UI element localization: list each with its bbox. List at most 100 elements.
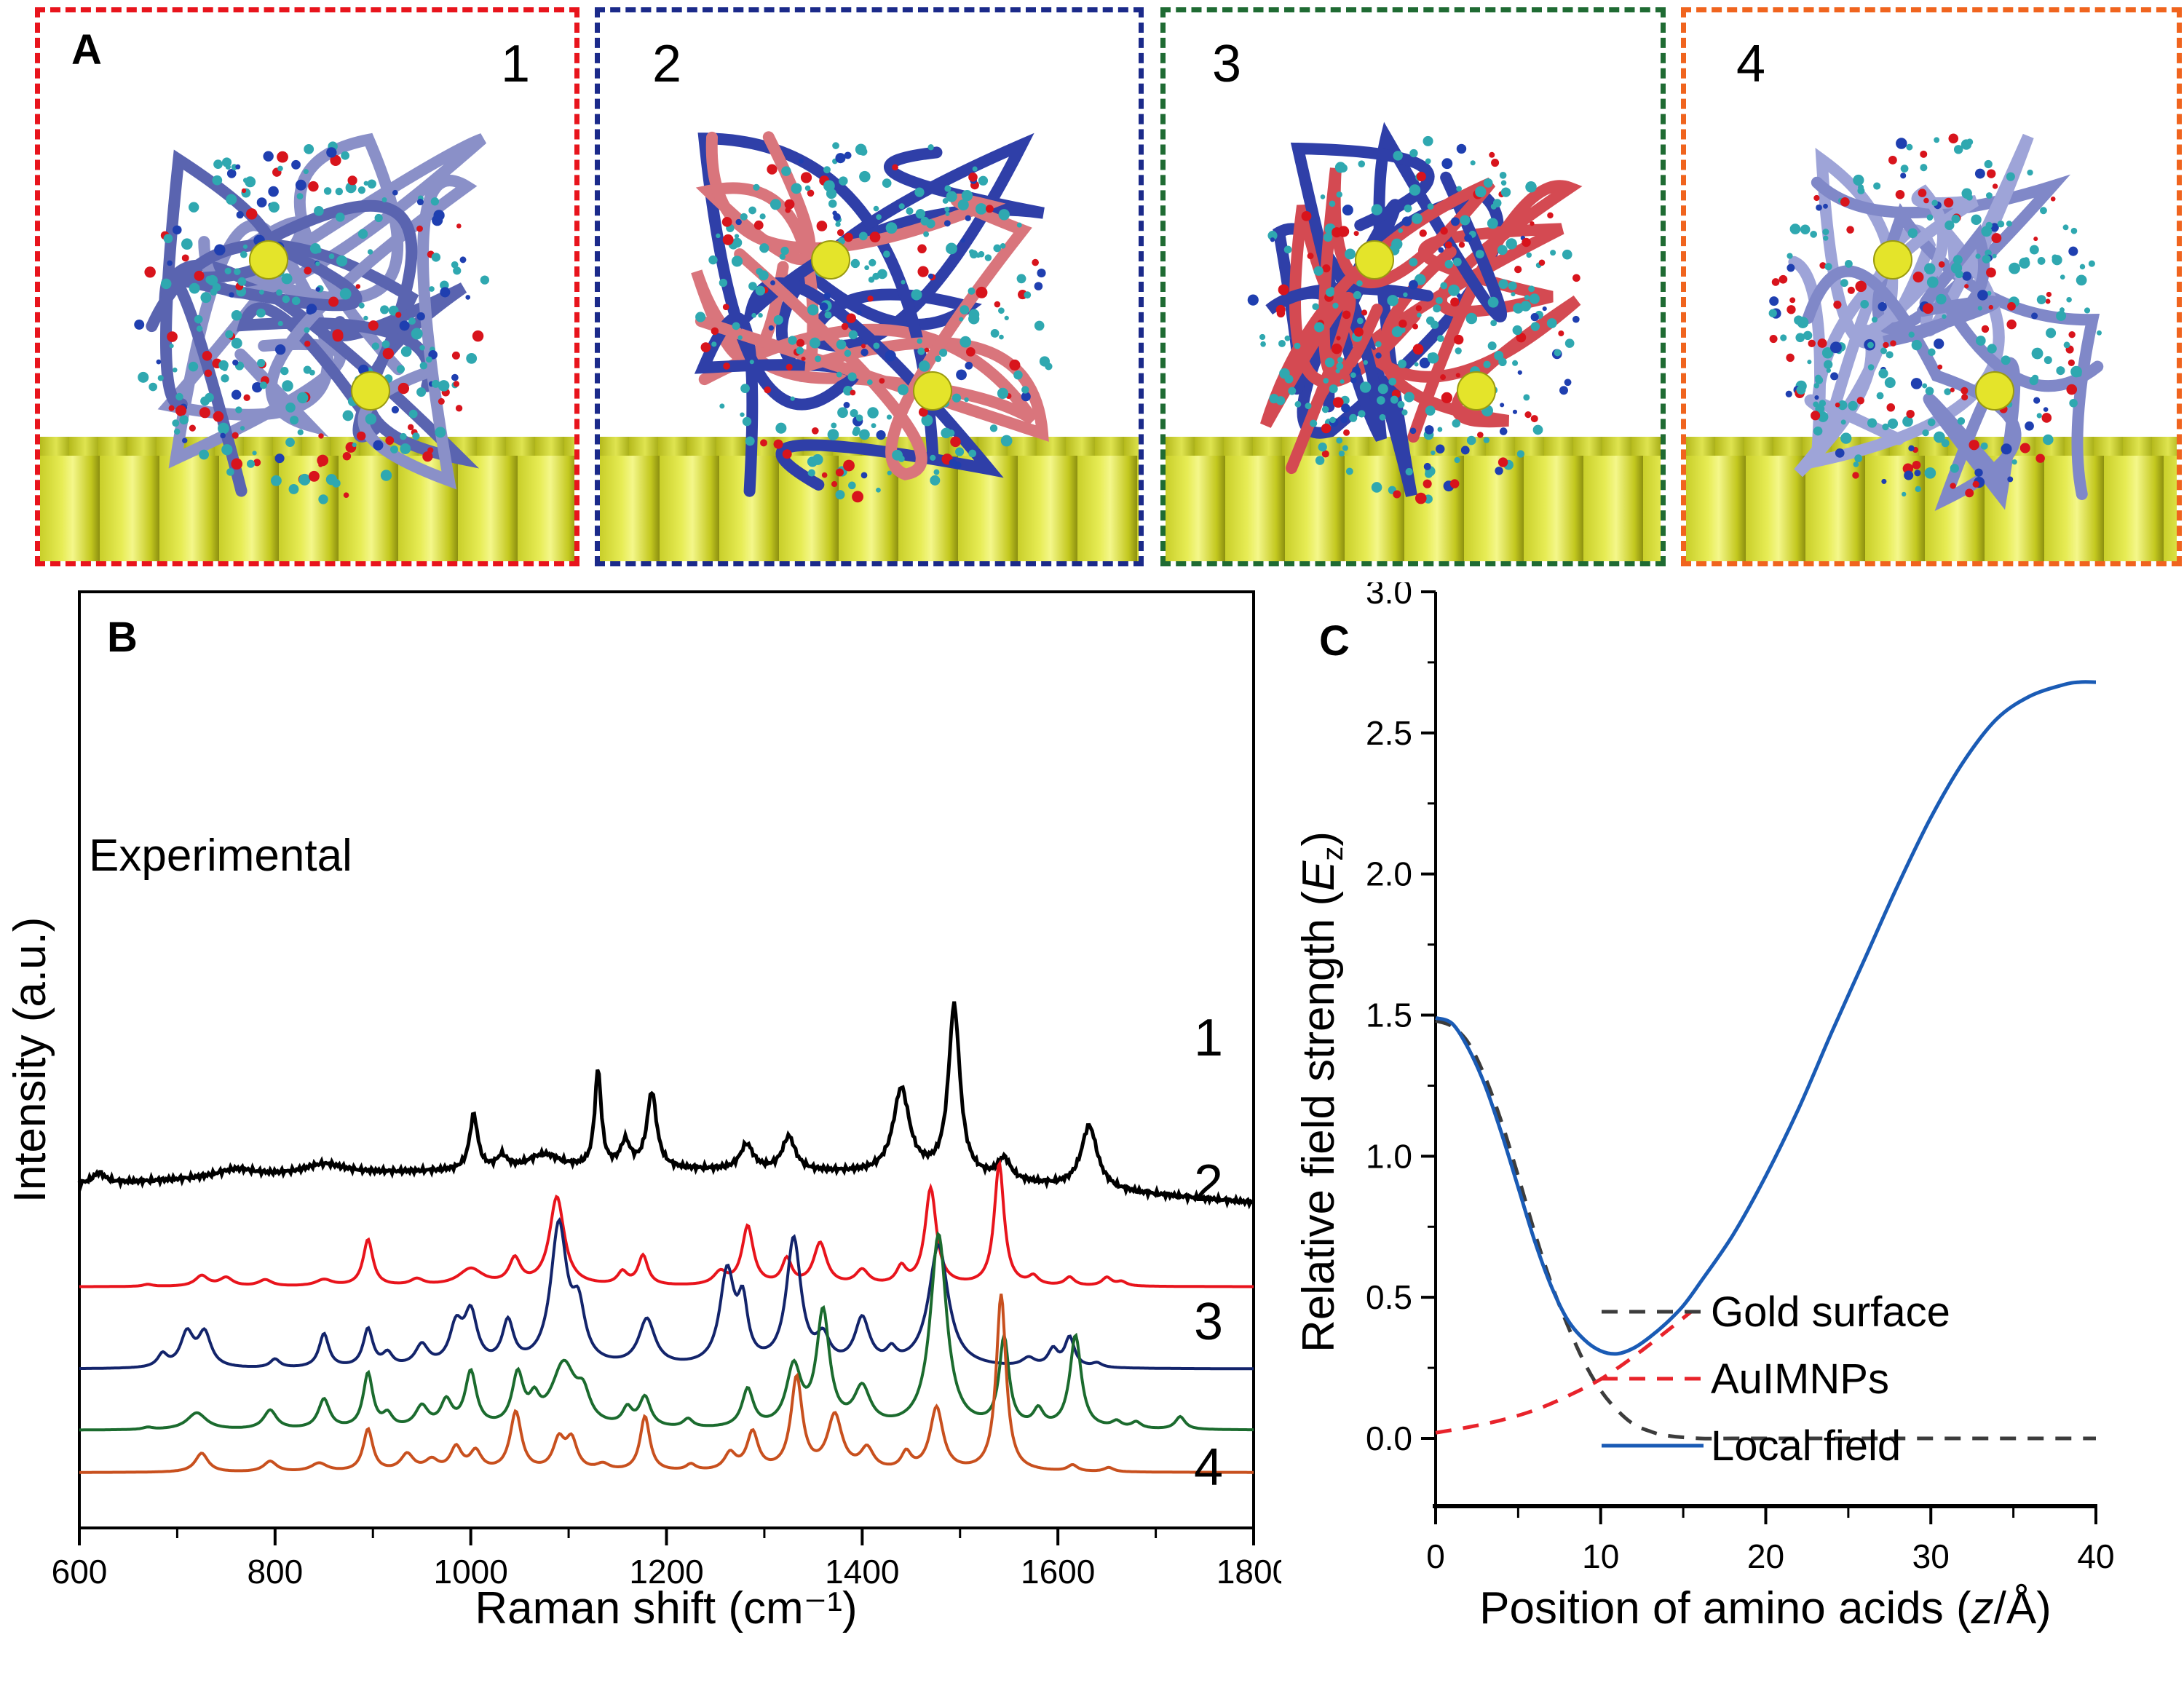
- atom: [788, 336, 797, 345]
- atom: [887, 470, 892, 475]
- atom: [1415, 492, 1427, 504]
- atom: [408, 317, 416, 325]
- atom: [1379, 413, 1386, 421]
- atom: [965, 361, 973, 370]
- atom: [385, 436, 395, 445]
- atom: [328, 253, 335, 260]
- atom: [1371, 482, 1382, 493]
- atom: [207, 274, 218, 286]
- atom: [1915, 486, 1921, 493]
- atom: [695, 312, 706, 322]
- atom: [1021, 386, 1029, 394]
- atom: [955, 447, 965, 456]
- atom: [1419, 229, 1427, 237]
- atom: [308, 470, 320, 482]
- atom: [915, 208, 926, 219]
- atom: [341, 151, 350, 160]
- atom: [400, 432, 407, 440]
- atom: [2062, 224, 2069, 231]
- atom: [858, 231, 868, 241]
- atom: [1506, 238, 1517, 250]
- atom: [722, 234, 734, 245]
- atom: [315, 287, 320, 292]
- atom: [719, 278, 728, 288]
- atom: [1950, 464, 1959, 473]
- atom: [2060, 307, 2065, 313]
- atom: [769, 199, 781, 210]
- atom: [1871, 317, 1878, 323]
- atom: [431, 379, 440, 388]
- atom: [400, 346, 412, 357]
- atom: [1016, 222, 1022, 228]
- atom: [1279, 368, 1290, 379]
- atom: [821, 472, 828, 478]
- atom: [1477, 432, 1484, 438]
- atom: [2007, 476, 2014, 483]
- atom: [768, 325, 775, 331]
- atom: [1356, 317, 1364, 325]
- atom: [917, 266, 929, 277]
- atom: [876, 214, 882, 220]
- atom: [2066, 384, 2078, 395]
- atom: [1823, 203, 1828, 209]
- atom: [1803, 330, 1813, 341]
- atom: [711, 341, 717, 347]
- atom: [1922, 429, 1929, 437]
- sulfur-atom: [1873, 240, 1912, 280]
- atom: [949, 459, 957, 467]
- atom: [939, 349, 948, 357]
- atom: [1500, 403, 1505, 408]
- atom: [1283, 245, 1292, 254]
- atom: [1464, 234, 1473, 242]
- atom: [416, 225, 423, 232]
- atom: [764, 386, 772, 394]
- atom: [930, 475, 941, 486]
- atom: [1427, 203, 1434, 210]
- atom: [455, 405, 463, 412]
- atom: [431, 253, 441, 262]
- atom: [1972, 480, 1979, 488]
- atom: [188, 361, 199, 372]
- atom: [836, 339, 847, 350]
- atom: [1516, 332, 1527, 343]
- atom: [1981, 325, 1990, 333]
- atom: [1371, 204, 1382, 215]
- atom: [1415, 305, 1423, 312]
- atom: [1982, 254, 1991, 264]
- atom: [1340, 379, 1345, 384]
- atom: [318, 433, 324, 439]
- atom: [1796, 385, 1806, 395]
- atom: [1787, 305, 1796, 314]
- atom: [189, 424, 196, 432]
- atom: [1343, 429, 1350, 436]
- atom: [1867, 418, 1878, 428]
- atom: [1332, 227, 1342, 238]
- atom: [848, 481, 856, 490]
- atom: [1922, 303, 1934, 314]
- atom: [220, 432, 226, 439]
- atom: [1853, 462, 1859, 467]
- atom: [332, 329, 344, 341]
- atom: [281, 273, 293, 285]
- atom: [1412, 344, 1424, 355]
- atom: [898, 203, 905, 210]
- atom: [282, 295, 290, 304]
- atom: [892, 164, 898, 171]
- atom: [282, 380, 293, 392]
- atom: [429, 286, 435, 292]
- atom: [1934, 431, 1945, 443]
- atom: [1247, 294, 1259, 306]
- x-tick-label: 10: [1582, 1537, 1619, 1575]
- atom: [365, 413, 377, 425]
- atom: [1789, 223, 1801, 234]
- sulfur-atom: [249, 240, 288, 280]
- atom: [1013, 370, 1023, 380]
- ribbon: [694, 132, 939, 497]
- atom: [218, 422, 229, 435]
- atom: [306, 304, 317, 314]
- atom: [1423, 462, 1431, 470]
- atom: [1398, 359, 1407, 368]
- atom: [1419, 357, 1431, 368]
- atom: [1975, 336, 1986, 346]
- atom: [200, 292, 212, 304]
